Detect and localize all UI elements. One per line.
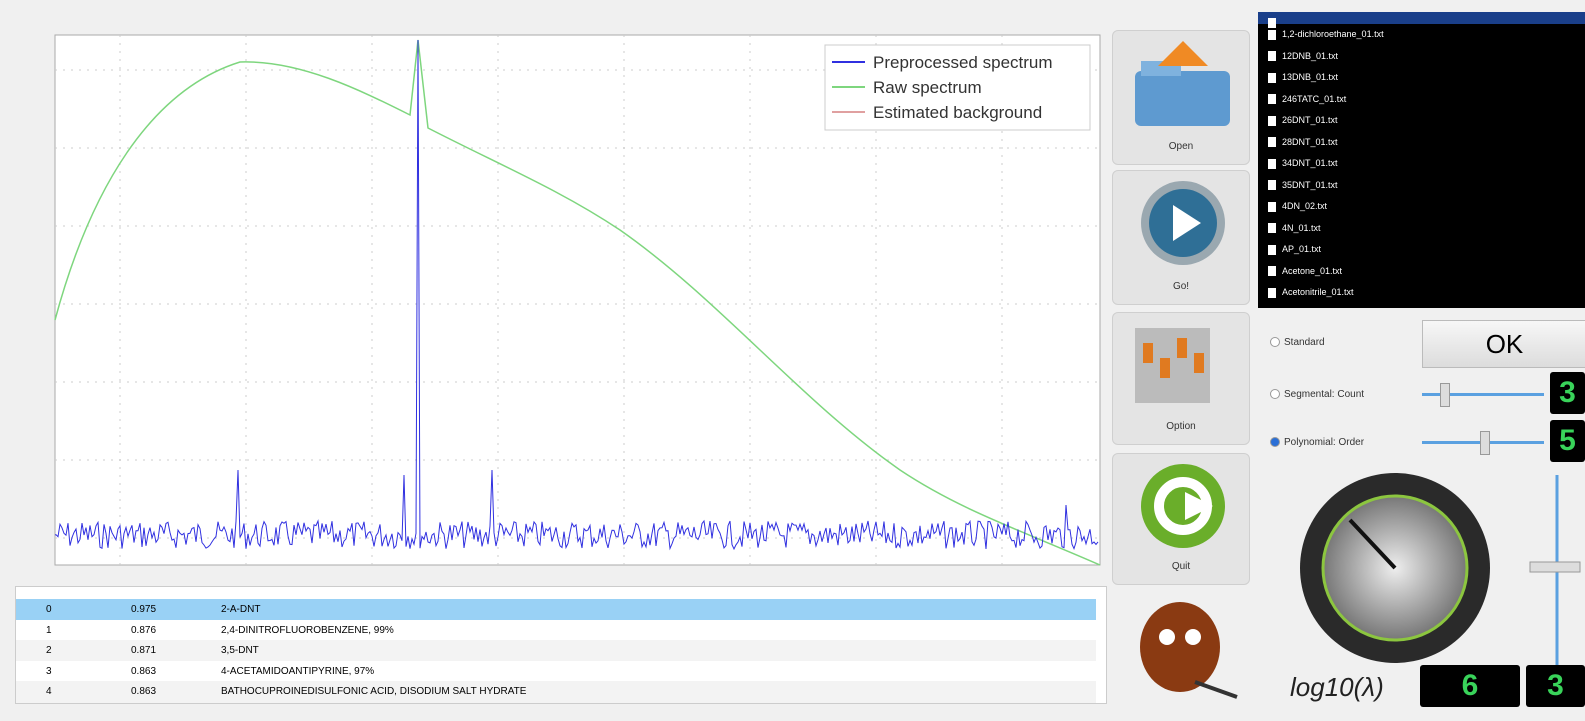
table-cell: 4	[46, 686, 52, 697]
legend-label: Estimated background	[873, 103, 1042, 122]
file-item: 34DNT_01.txt	[1258, 153, 1585, 175]
open-button[interactable]: Open	[1112, 30, 1250, 165]
table-cell: 0.975	[131, 604, 157, 615]
table-row: 3 0.863 4-ACETAMIDOANTIPYRINE, 97%	[16, 660, 1096, 683]
lambda-label: log10(λ)	[1290, 672, 1384, 702]
file-list[interactable]: 1,2-dichloroethane_01.txt 12DNB_01.txt 13D…	[1258, 12, 1585, 308]
table-cell: 0	[46, 604, 52, 615]
ok-button[interactable]: OK	[1422, 320, 1585, 368]
extra-display: 3	[1526, 665, 1585, 707]
table-row: 2 0.871 3,5-DNT	[16, 640, 1096, 662]
table-cell: 0.871	[131, 645, 157, 656]
button-label: Go!	[1172, 281, 1190, 292]
legend-label: Raw spectrum	[873, 78, 982, 97]
quit-icon	[1141, 464, 1225, 548]
lambda-display: 6	[1420, 665, 1520, 707]
segmental-radio[interactable]: Segmental: Count	[1270, 389, 1364, 400]
mascot	[1140, 602, 1238, 699]
standard-radio[interactable]: Standard	[1270, 337, 1325, 348]
open-icon	[1135, 41, 1230, 126]
order-slider[interactable]	[1422, 431, 1544, 455]
legend-label: Preprocessed spectrum	[873, 53, 1053, 72]
preprocessed-spectrum	[54, 39, 1099, 551]
button-label: Quit	[1171, 561, 1191, 572]
option-icon	[1135, 328, 1210, 403]
grid	[55, 35, 1100, 565]
table-cell: BATHOCUPROINEDISULFONIC ACID, DISODIUM S…	[221, 686, 527, 697]
raw-spectrum	[54, 39, 1101, 566]
file-item: 4DN_02.txt	[1258, 196, 1585, 218]
go-icon	[1141, 181, 1225, 265]
lambda-knob[interactable]	[1295, 470, 1585, 665]
legend: Preprocessed spectrum Raw spectrum Estimat…	[824, 44, 1091, 131]
quit-button[interactable]: Quit	[1112, 453, 1250, 585]
file-item: AP_01.txt	[1258, 239, 1585, 261]
option-button[interactable]: Option	[1112, 312, 1250, 445]
table-cell: 4-ACETAMIDOANTIPYRINE, 97%	[221, 665, 375, 677]
table-cell: 0.863	[131, 665, 157, 677]
go-button[interactable]: Go!	[1112, 170, 1250, 305]
table-row: 1 0.876 2,4-DINITROFLUOROBENZENE, 99%	[16, 619, 1096, 642]
file-item: 12DNB_01.txt	[1258, 46, 1585, 68]
table-cell: 0.876	[131, 624, 157, 636]
file-item: 26DNT_01.txt	[1258, 110, 1585, 132]
button-label: Option	[1166, 421, 1196, 432]
file-item: 28DNT_01.txt	[1258, 132, 1585, 154]
table-row: 0 0.975 2-A-DNT	[16, 599, 1096, 621]
order-display: 5	[1550, 420, 1585, 462]
button-label: Open	[1168, 141, 1194, 152]
file-item: 35DNT_01.txt	[1258, 175, 1585, 197]
table-cell: 2-A-DNT	[221, 604, 261, 615]
table-row: 4 0.863 BATHOCUPROINEDISULFONIC ACID, DISO…	[16, 681, 1096, 703]
file-item: 4N_01.txt	[1258, 218, 1585, 240]
file-item: Acetonitrile_01.txt	[1258, 282, 1585, 304]
table-cell: 3,5-DNT	[221, 645, 259, 656]
table-cell: 2,4-DINITROFLUOROBENZENE, 99%	[221, 624, 394, 636]
results-table: 0 0.975 2-A-DNT 1 0.876 2,4-DINITROFLUOROBENZ…	[15, 586, 1107, 704]
file-item: 246TATC_01.txt	[1258, 89, 1585, 111]
polynomial-radio[interactable]: Polynomial: Order	[1270, 437, 1364, 448]
table-cell: 3	[46, 665, 52, 677]
plot: Preprocessed spectrum Raw spectrum Estimat…	[54, 34, 1101, 566]
file-root	[1258, 12, 1585, 24]
count-display: 3	[1550, 372, 1585, 414]
file-item: 13DNB_01.txt	[1258, 67, 1585, 89]
table-cell: 1	[46, 624, 52, 636]
file-item: Acetone_01.txt	[1258, 261, 1585, 283]
count-slider[interactable]	[1422, 383, 1544, 407]
table-cell: 0.863	[131, 686, 157, 697]
file-item: 1,2-dichloroethane_01.txt	[1258, 24, 1585, 46]
table-cell: 2	[46, 645, 52, 656]
